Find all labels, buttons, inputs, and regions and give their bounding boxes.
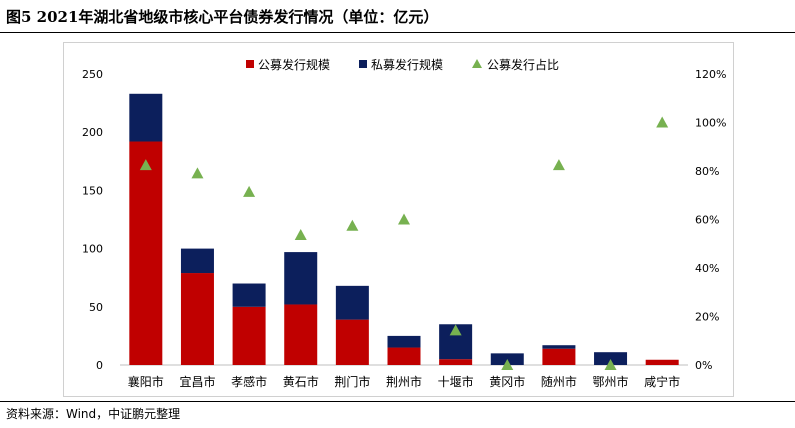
left-tick-label: 100 [82,243,103,256]
ratio-marker [346,219,359,231]
right-tick-label: 0% [695,359,712,372]
ratio-marker [294,229,307,241]
left-tick-label: 0 [96,359,103,372]
bar-public [232,306,266,365]
ratio-markers [139,116,669,370]
bar-private [180,248,214,274]
bar-private [129,93,163,142]
right-tick-label: 40% [695,262,719,275]
legend-public-label: 公募发行规模 [258,57,330,72]
left-tick-label: 250 [82,68,103,81]
bar-public [129,141,163,365]
ratio-marker [398,213,410,225]
category-label: 宜昌市 [179,374,215,389]
legend: 公募发行规模 私募发行规模 公募发行占比 [246,57,559,72]
right-tick-label: 100% [695,117,726,130]
bar-private [542,345,576,349]
left-tick-label: 50 [89,301,103,314]
right-tick-label: 120% [695,68,726,81]
bar-group [129,93,679,365]
bar-private [284,252,318,305]
category-label: 荆门市 [334,374,370,389]
left-axis-ticks: 0 50 100 150 200 250 [82,68,103,372]
legend-public-swatch [246,60,254,68]
bar-public [180,273,214,365]
category-labels: 襄阳市 宜昌市 孝感市 黄石市 荆门市 荆州市 十堰市 黄冈市 随州市 鄂州市 咸宁市 [128,374,680,389]
legend-private-swatch [359,60,367,68]
ratio-marker [501,359,514,370]
bar-public [284,304,318,365]
category-label: 襄阳市 [128,374,164,389]
legend-ratio-marker [472,59,482,68]
category-label: 黄石市 [283,374,319,389]
bar-private [335,285,369,320]
legend-ratio-label: 公募发行占比 [487,57,559,72]
chart-frame [63,42,734,397]
category-label: 荆州市 [386,374,422,389]
bar-public [645,359,679,365]
right-tick-label: 60% [695,214,719,227]
category-label: 孝感市 [231,374,267,389]
figure-title: 图5 2021年湖北省地级市核心平台债券发行情况（单位：亿元） [6,8,439,26]
bar-public [335,319,369,365]
bottom-rule [0,401,795,402]
category-label: 随州市 [541,374,577,389]
bar-private [594,352,628,365]
right-tick-label: 20% [695,311,719,324]
category-label: 咸宁市 [644,374,680,389]
ratio-marker [656,116,669,128]
ratio-marker [243,185,256,197]
bar-private [232,283,266,307]
left-tick-label: 150 [82,184,103,197]
category-label: 黄冈市 [489,374,525,389]
bar-public [439,359,473,365]
right-axis-ticks: 0% 20% 40% 60% 80% 100% 120% [695,68,726,372]
category-label: 十堰市 [438,374,474,389]
left-tick-label: 200 [82,126,103,139]
bar-public [542,348,576,365]
right-tick-label: 80% [695,165,719,178]
ratio-marker [191,167,204,179]
bar-private [387,335,421,348]
ratio-marker [449,324,462,336]
category-label: 鄂州市 [593,374,629,389]
ratio-marker [552,159,565,171]
bar-public [387,347,421,365]
ratio-marker [604,359,617,370]
legend-private-label: 私募发行规模 [371,57,443,72]
top-rule [0,32,795,33]
ratio-marker [139,159,152,171]
source-note: 资料来源：Wind，中证鹏元整理 [6,407,181,421]
